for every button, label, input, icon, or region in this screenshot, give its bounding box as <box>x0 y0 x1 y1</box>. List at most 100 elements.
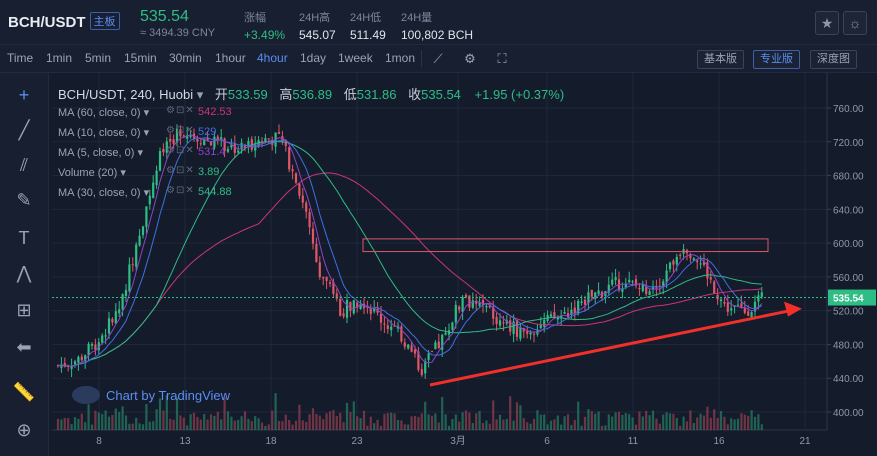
timeframe-5min[interactable]: 5min <box>85 51 112 65</box>
timeframe-1min[interactable]: 1min <box>46 51 73 65</box>
candle-body <box>624 284 627 288</box>
candle-body <box>179 129 182 137</box>
candle-body <box>410 345 413 352</box>
indicator-ma60[interactable]: MA (60, close, 0) ▾ ⚙⊡✕ 542.53 <box>58 105 232 119</box>
volume-bar <box>325 413 328 430</box>
timeframe-1week[interactable]: 1week <box>338 51 373 65</box>
candle-body <box>753 301 757 312</box>
volume-bar <box>243 411 247 430</box>
indicator-controls[interactable]: ⚙⊡✕ <box>166 125 195 136</box>
volume-bar <box>393 413 396 430</box>
fib-tool-icon[interactable]: ⫽ <box>19 155 29 175</box>
candle-body <box>740 303 743 308</box>
tradingview-watermark[interactable]: Chart by TradingView <box>72 386 230 404</box>
volume-bar <box>148 421 151 430</box>
indicator-ma30[interactable]: MA (30, close, 0) ▾ ⚙⊡✕ 544.88 <box>58 185 232 199</box>
indicator-controls[interactable]: ⚙⊡✕ <box>166 185 195 196</box>
volume-bar <box>458 421 461 430</box>
prediction-icon[interactable]: ⊞ <box>16 300 32 320</box>
back-arrow-icon[interactable]: ⬅ <box>16 337 32 357</box>
candle-body <box>162 148 165 153</box>
legend-title[interactable]: BCH/USDT, 240, Huobi <box>58 87 194 102</box>
candle-body <box>645 286 648 295</box>
x-tick-label: 6 <box>544 436 550 447</box>
candle-body <box>152 182 155 198</box>
candle-body <box>379 313 383 323</box>
candle-body <box>196 139 199 142</box>
candle-body <box>223 138 226 152</box>
zoom-in-icon[interactable]: ⊕ <box>16 420 32 440</box>
volume-bar <box>128 423 131 430</box>
brush-icon[interactable]: ✎ <box>16 190 32 210</box>
indicator-volume[interactable]: Volume (20) ▾ ⚙⊡✕ 3.89 <box>58 165 220 179</box>
volume-bar <box>634 424 638 430</box>
volume-bar <box>189 414 192 430</box>
timeframe-30min[interactable]: 30min <box>169 51 202 65</box>
y-tick-label: 680.00 <box>833 172 864 183</box>
mode-basic-button[interactable]: 基本版 <box>697 50 744 69</box>
candle-body <box>471 300 474 308</box>
chart-style-icon[interactable]: ⟋ <box>433 51 443 66</box>
candle-body <box>458 306 461 310</box>
indicator-ma10[interactable]: MA (10, close, 0) ▾ ⚙⊡✕ 529 <box>58 125 217 139</box>
candle-body <box>104 335 107 337</box>
candle-body <box>359 304 362 310</box>
candle-body <box>529 332 532 335</box>
volume-bar <box>165 395 168 430</box>
volume-bar <box>179 415 182 430</box>
candle-body <box>434 342 437 349</box>
timeframe-1mon[interactable]: 1mon <box>385 51 416 65</box>
timeframe-time[interactable]: Time <box>7 51 34 65</box>
volume-bar <box>526 422 529 430</box>
volume-bar <box>498 414 502 430</box>
x-tick-label: 13 <box>179 436 191 447</box>
crosshair-icon[interactable]: + <box>18 85 30 105</box>
timeframe-1day[interactable]: 1day <box>300 51 327 65</box>
pair-name[interactable]: BCH/USDT 主板 <box>8 12 120 31</box>
indicator-ma5[interactable]: MA (5, close, 0) ▾ ⚙⊡✕ 531.4 <box>58 145 226 159</box>
ruler-icon[interactable]: 📏 <box>12 382 36 402</box>
timeframe-4hour[interactable]: 4hour <box>257 51 288 65</box>
fullscreen-icon[interactable]: ⛶ <box>497 51 507 66</box>
volume-bar <box>104 410 107 430</box>
indicator-controls[interactable]: ⚙⊡✕ <box>166 105 195 116</box>
volume-bar <box>413 415 417 430</box>
candle-body <box>298 183 301 196</box>
candle-body <box>475 300 478 304</box>
trendline-icon[interactable]: ╱ <box>18 120 30 140</box>
volume-bar <box>356 416 359 430</box>
candle-body <box>481 300 485 306</box>
volume-bar <box>566 414 570 430</box>
volume-bar <box>281 421 284 430</box>
volume-bar <box>192 412 196 430</box>
candle-body <box>386 325 389 330</box>
theme-sun-icon[interactable]: ☼ <box>843 11 867 35</box>
volume-bar <box>250 421 253 430</box>
timeframe-15min[interactable]: 15min <box>124 51 157 65</box>
volume-bar <box>583 416 587 430</box>
volume-bar <box>502 419 505 430</box>
candle-body <box>376 308 379 313</box>
indicator-controls[interactable]: ⚙⊡✕ <box>166 145 195 156</box>
settings-icon[interactable]: ⚙ <box>464 51 476 66</box>
indicator-controls[interactable]: ⚙⊡✕ <box>166 165 195 176</box>
pattern-icon[interactable]: ⋀ <box>16 263 32 283</box>
volume-bar <box>648 415 651 430</box>
timeframe-1hour[interactable]: 1hour <box>215 51 246 65</box>
candle-body <box>383 323 386 325</box>
candle-body <box>352 300 355 314</box>
volume-bar <box>672 413 675 430</box>
indicator-label: MA (60, close, 0) <box>58 107 141 119</box>
mode-depth-button[interactable]: 深度图 <box>810 50 857 69</box>
text-tool-icon[interactable]: T <box>18 228 30 248</box>
star-icon[interactable]: ★ <box>815 11 839 35</box>
volume-bar <box>488 423 491 430</box>
cny-price: ≈ 3494.39 CNY <box>140 27 216 39</box>
mode-pro-button[interactable]: 专业版 <box>753 50 800 69</box>
volume-bar <box>410 416 413 430</box>
volume-bar <box>719 411 723 430</box>
volume-bar <box>481 423 485 430</box>
legend-dropdown-icon[interactable]: ▾ <box>196 87 204 102</box>
candle-body <box>356 302 359 308</box>
